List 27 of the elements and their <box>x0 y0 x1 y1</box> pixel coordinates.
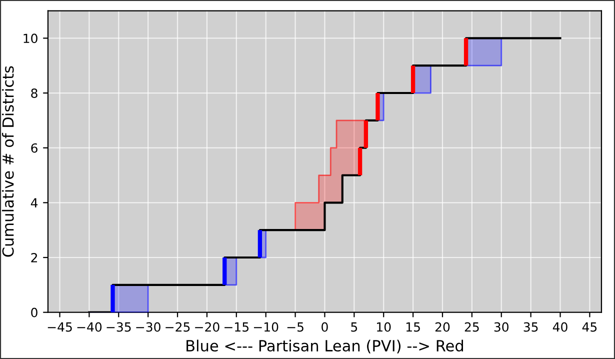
y-tick-label: 10 <box>24 34 38 44</box>
x-tick-label: −25 <box>166 322 190 332</box>
x-tick-label: 10 <box>377 322 391 332</box>
x-tick-label: −30 <box>136 322 160 332</box>
x-axis-title: Blue <--- Partisan Lean (PVI) --> Red <box>186 340 463 354</box>
y-tick-label: 0 <box>31 308 38 318</box>
x-tick-label: 45 <box>582 322 597 332</box>
x-tick-label: 20 <box>435 322 450 332</box>
x-tick-label: 35 <box>524 322 538 332</box>
x-tick-label: −5 <box>287 322 304 332</box>
y-axis-title: Cumulative # of Districts <box>2 66 14 257</box>
x-tick-label: 30 <box>494 322 508 332</box>
x-tick-label: −10 <box>254 322 278 332</box>
x-tick-label: 5 <box>351 322 358 332</box>
x-tick-label: 40 <box>552 322 568 332</box>
x-tick-label: 25 <box>464 322 479 332</box>
x-tick-label: −20 <box>195 322 220 332</box>
x-tick-label: 15 <box>406 322 420 332</box>
x-tick-label: −45 <box>48 322 72 332</box>
y-tick-label: 8 <box>31 88 38 98</box>
x-tick-label: −35 <box>106 322 131 332</box>
x-tick-label: −40 <box>77 322 102 332</box>
x-tick-label: 0 <box>322 322 328 332</box>
y-tick-label: 2 <box>31 252 37 262</box>
y-tick-label: 4 <box>30 198 38 208</box>
y-tick-label: 6 <box>31 143 38 153</box>
x-tick-label: −15 <box>224 322 248 332</box>
